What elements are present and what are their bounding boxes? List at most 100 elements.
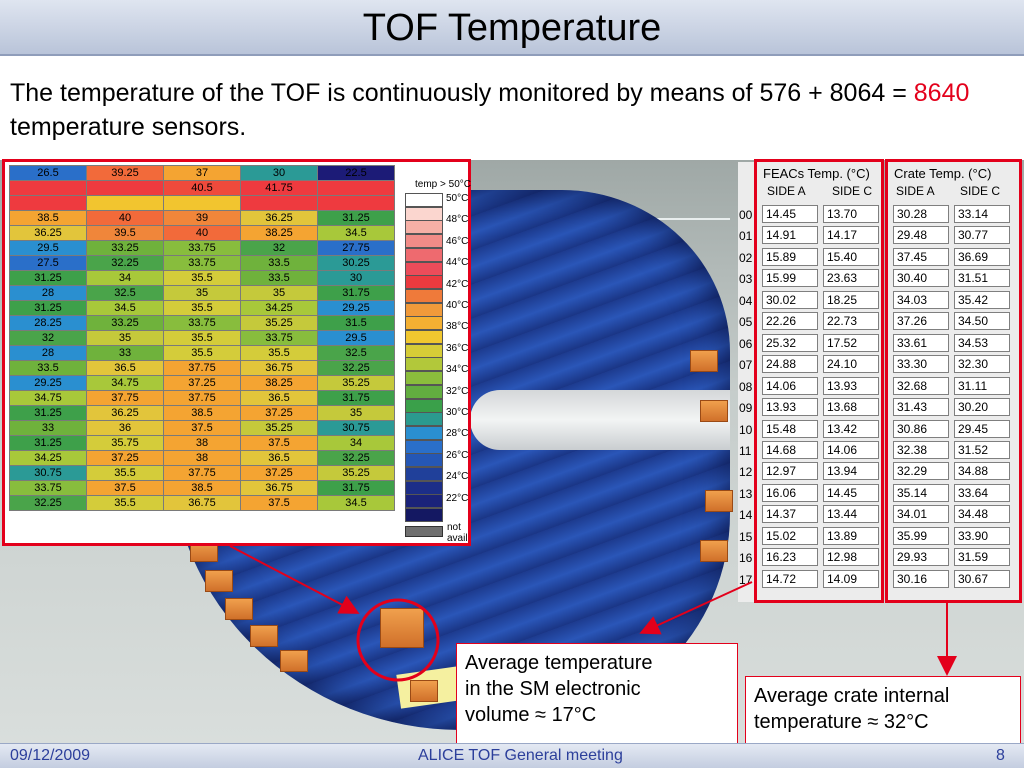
- feacs-side-c-value[interactable]: 12.98: [823, 548, 879, 567]
- grid-cell: 34: [86, 269, 164, 286]
- feacs-side-c-value[interactable]: 13.44: [823, 505, 879, 524]
- grid-cell: 40.5: [163, 180, 241, 196]
- grid-cell: 37.25: [240, 464, 318, 481]
- grid-cell: 34.5: [317, 494, 395, 511]
- feacs-side-a-value[interactable]: 24.88: [762, 355, 818, 374]
- crate-side-a-value[interactable]: 32.68: [893, 376, 949, 395]
- grid-row: 28 32.5 35 35 31.75: [9, 284, 395, 301]
- crate-side-c-value[interactable]: 35.42: [954, 290, 1010, 309]
- crate-side-a-value[interactable]: 34.03: [893, 290, 949, 309]
- grid-cell: 29.5: [317, 329, 395, 346]
- feacs-side-a-value[interactable]: 14.06: [762, 376, 818, 395]
- grid-cell: 37.5: [86, 479, 164, 496]
- crate-side-c-value[interactable]: 31.52: [954, 440, 1010, 459]
- crate-side-c-value[interactable]: 30.77: [954, 226, 1010, 245]
- feacs-side-c-value[interactable]: 13.70: [823, 205, 879, 223]
- crate-side-a-value[interactable]: 30.16: [893, 569, 949, 588]
- crate-side-c-value[interactable]: 34.50: [954, 312, 1010, 331]
- feacs-side-a-value[interactable]: 16.06: [762, 483, 818, 502]
- feacs-side-a-value[interactable]: 14.37: [762, 505, 818, 524]
- feacs-side-a-value[interactable]: 15.89: [762, 247, 818, 266]
- grid-cell: 36.75: [163, 494, 241, 511]
- grid-cell: 27.75: [317, 239, 395, 256]
- grid-cell: 32.25: [86, 254, 164, 271]
- feacs-side-c-value[interactable]: 13.89: [823, 526, 879, 545]
- crate-side-c-value[interactable]: 31.11: [954, 376, 1010, 395]
- grid-cell: 33.25: [86, 314, 164, 331]
- feacs-side-c-value[interactable]: 23.63: [823, 269, 879, 288]
- feacs-side-c-value[interactable]: 18.25: [823, 290, 879, 309]
- crate-side-c-value[interactable]: 29.45: [954, 419, 1010, 438]
- crate-side-a-value[interactable]: 31.43: [893, 398, 949, 417]
- grid-cell: 33.75: [163, 314, 241, 331]
- feacs-side-c-value[interactable]: 14.09: [823, 569, 879, 588]
- grid-cell: 28.25: [9, 314, 87, 331]
- feacs-temperature-panel: FEACs Temp. (°C) SIDE A SIDE C 14.45 14.9…: [754, 159, 884, 603]
- crate-module: [700, 400, 728, 422]
- feacs-side-c-value[interactable]: 24.10: [823, 355, 879, 374]
- feacs-side-c-value[interactable]: 22.73: [823, 312, 879, 331]
- legend-tick-label: 26°C: [446, 449, 469, 461]
- feacs-side-a-value[interactable]: 14.68: [762, 440, 818, 459]
- crate-side-c-value[interactable]: 31.59: [954, 548, 1010, 567]
- crate-side-a-value[interactable]: 32.29: [893, 462, 949, 481]
- grid-row: 33.75 37.5 38.5 36.75 31.75: [9, 479, 395, 496]
- crate-side-a-value[interactable]: 29.93: [893, 548, 949, 567]
- crate-side-a-value[interactable]: 35.99: [893, 526, 949, 545]
- crate-side-a-value[interactable]: 37.45: [893, 247, 949, 266]
- feacs-side-a-value[interactable]: 14.91: [762, 226, 818, 245]
- crate-side-a-value[interactable]: 30.28: [893, 205, 949, 223]
- legend-swatch: [405, 480, 443, 495]
- crate-side-c-value[interactable]: 34.88: [954, 462, 1010, 481]
- crate-side-c-value[interactable]: 31.51: [954, 269, 1010, 288]
- feacs-side-a-value[interactable]: 15.02: [762, 526, 818, 545]
- crate-side-a-value[interactable]: 29.48: [893, 226, 949, 245]
- feacs-side-a-value[interactable]: 30.02: [762, 290, 818, 309]
- crate-side-a-value[interactable]: 34.01: [893, 505, 949, 524]
- feacs-side-a-value[interactable]: 13.93: [762, 398, 818, 417]
- crate-side-a-value[interactable]: 30.86: [893, 419, 949, 438]
- feacs-side-a-value[interactable]: 16.23: [762, 548, 818, 567]
- legend-not-available-label: not avail: [447, 522, 468, 544]
- feacs-side-c-value[interactable]: 14.45: [823, 483, 879, 502]
- crate-side-c-value[interactable]: 30.20: [954, 398, 1010, 417]
- crate-side-c-value[interactable]: 33.90: [954, 526, 1010, 545]
- crate-side-a-value[interactable]: 33.61: [893, 333, 949, 352]
- crate-side-c-value[interactable]: 34.48: [954, 505, 1010, 524]
- feacs-side-a-value[interactable]: 25.32: [762, 333, 818, 352]
- feacs-side-c-value[interactable]: 15.40: [823, 247, 879, 266]
- crate-side-c-value[interactable]: 34.53: [954, 333, 1010, 352]
- feacs-side-a-value[interactable]: 15.48: [762, 419, 818, 438]
- feacs-side-c-value[interactable]: 14.06: [823, 440, 879, 459]
- crate-side-c-value[interactable]: 33.64: [954, 483, 1010, 502]
- feacs-side-a-value[interactable]: 14.72: [762, 569, 818, 588]
- legend-tick-label: 22°C: [446, 492, 469, 504]
- grid-row: 31.25 35.75 38 37.5 34: [9, 434, 395, 451]
- feacs-side-a-value[interactable]: 12.97: [762, 462, 818, 481]
- crate-side-c-value[interactable]: 36.69: [954, 247, 1010, 266]
- crate-side-a-value[interactable]: 30.40: [893, 269, 949, 288]
- feacs-side-a-value[interactable]: 22.26: [762, 312, 818, 331]
- crate-side-c-value[interactable]: 32.30: [954, 355, 1010, 374]
- crate-side-c-value[interactable]: 33.14: [954, 205, 1010, 223]
- barrel-opening: [470, 390, 730, 450]
- feacs-side-c-value[interactable]: 13.93: [823, 376, 879, 395]
- feacs-side-a-value[interactable]: 15.99: [762, 269, 818, 288]
- crate-side-a-value[interactable]: 32.38: [893, 440, 949, 459]
- feacs-side-c-value[interactable]: 17.52: [823, 333, 879, 352]
- grid-row: 34.75 37.75 37.75 36.5 31.75: [9, 389, 395, 406]
- feacs-side-a-value[interactable]: 14.45: [762, 205, 818, 223]
- feacs-side-c-value[interactable]: 13.68: [823, 398, 879, 417]
- grid-cell: 35.25: [240, 314, 318, 331]
- grid-cell: 35.5: [163, 329, 241, 346]
- crate-row-id: 12: [739, 465, 753, 480]
- feacs-side-c-value[interactable]: 14.17: [823, 226, 879, 245]
- crate-side-a-value[interactable]: 37.26: [893, 312, 949, 331]
- grid-cell: 29.25: [9, 374, 87, 391]
- crate-side-a-value[interactable]: 33.30: [893, 355, 949, 374]
- crate-side-a-value[interactable]: 35.14: [893, 483, 949, 502]
- feacs-side-c-value[interactable]: 13.94: [823, 462, 879, 481]
- sm-temperature-table: 26.5 39.25 37 30 22.5 40.5 41.75 38.5 40 39 36.25 3…: [9, 165, 395, 511]
- feacs-side-c-value[interactable]: 13.42: [823, 419, 879, 438]
- crate-side-c-value[interactable]: 30.67: [954, 569, 1010, 588]
